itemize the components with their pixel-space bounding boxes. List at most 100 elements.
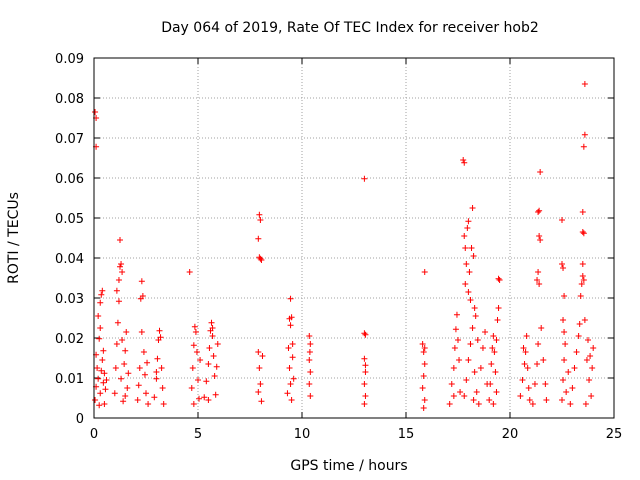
- data-point: [559, 217, 565, 223]
- data-point: [138, 278, 145, 285]
- chart-title: Day 064 of 2019, Rate Of TEC Index for r…: [161, 20, 539, 36]
- data-point: [495, 305, 502, 311]
- data-point: [97, 325, 104, 331]
- data-point: [256, 211, 263, 218]
- data-point: [571, 365, 578, 371]
- data-point: [214, 341, 221, 347]
- data-point: [196, 395, 203, 402]
- data-point: [457, 389, 464, 395]
- data-point: [451, 345, 458, 351]
- data-point: [462, 281, 469, 287]
- data-point: [467, 341, 474, 347]
- data-point: [125, 370, 132, 377]
- y-tick-label: 0.07: [55, 132, 84, 147]
- data-point: [203, 378, 210, 385]
- data-point: [579, 209, 586, 215]
- data-point: [569, 385, 576, 391]
- y-tick-label: 0.04: [55, 252, 84, 267]
- data-point: [589, 365, 596, 371]
- data-point: [307, 369, 314, 375]
- data-point: [465, 289, 472, 295]
- data-point: [208, 319, 215, 326]
- data-point: [306, 381, 313, 387]
- data-point: [519, 377, 526, 383]
- data-point: [134, 397, 141, 403]
- data-point: [473, 389, 480, 395]
- data-point: [494, 317, 501, 323]
- data-point: [534, 277, 541, 283]
- data-points: [92, 81, 597, 411]
- data-point: [421, 345, 428, 351]
- data-point: [143, 390, 149, 397]
- x-tick-label: 0: [90, 427, 98, 442]
- data-point: [493, 389, 500, 395]
- data-point: [538, 325, 545, 331]
- data-point: [471, 369, 478, 375]
- data-point: [113, 287, 120, 294]
- data-point: [289, 354, 296, 361]
- data-point: [493, 337, 500, 343]
- data-point: [579, 273, 586, 279]
- data-point: [159, 385, 166, 391]
- data-point: [581, 317, 588, 323]
- data-point: [495, 275, 502, 282]
- data-point: [258, 398, 265, 405]
- x-tick-labels: 0 5 10 15 20 25: [90, 427, 622, 442]
- data-point: [419, 385, 426, 391]
- data-point: [113, 341, 120, 347]
- data-point: [488, 361, 495, 367]
- data-point: [145, 401, 152, 407]
- data-point: [579, 261, 586, 267]
- data-point: [469, 325, 476, 331]
- data-point: [565, 369, 572, 375]
- data-point: [537, 169, 544, 175]
- data-point: [255, 235, 262, 242]
- data-point: [590, 345, 597, 351]
- y-tick-label: 0.05: [55, 212, 84, 227]
- plot-frame: [93, 57, 615, 419]
- data-point: [559, 397, 565, 403]
- data-point: [289, 341, 296, 347]
- data-point: [287, 322, 294, 329]
- data-point: [102, 386, 109, 393]
- x-tick-label: 25: [606, 427, 623, 442]
- data-point: [421, 269, 428, 275]
- data-point: [99, 357, 106, 363]
- grid-lines: [94, 58, 614, 418]
- x-tick-label: 20: [502, 427, 519, 442]
- data-point: [201, 394, 208, 401]
- data-point: [446, 401, 453, 407]
- data-point: [287, 295, 294, 302]
- data-point: [157, 334, 164, 341]
- data-point: [100, 379, 107, 386]
- data-point: [580, 230, 587, 237]
- data-point: [461, 393, 468, 399]
- data-point: [521, 361, 528, 367]
- data-point: [419, 341, 426, 347]
- data-point: [462, 245, 469, 251]
- data-point: [189, 365, 196, 371]
- data-point: [491, 349, 498, 355]
- data-point: [531, 381, 538, 387]
- data-point: [587, 353, 594, 359]
- data-point: [490, 333, 497, 339]
- data-point: [256, 365, 263, 371]
- data-point: [460, 157, 467, 163]
- data-point: [588, 393, 595, 399]
- data-point: [561, 357, 568, 363]
- data-point: [520, 345, 527, 351]
- data-point: [119, 337, 126, 343]
- data-point: [586, 377, 593, 383]
- data-point: [567, 401, 574, 407]
- data-point: [288, 314, 295, 321]
- data-point: [190, 342, 197, 349]
- data-point: [153, 375, 160, 382]
- data-point: [465, 218, 472, 225]
- y-tick-label: 0.09: [55, 52, 84, 67]
- data-point: [160, 401, 167, 407]
- data-point: [489, 345, 496, 351]
- data-point: [420, 373, 427, 379]
- data-point: [188, 385, 195, 391]
- data-point: [114, 319, 121, 326]
